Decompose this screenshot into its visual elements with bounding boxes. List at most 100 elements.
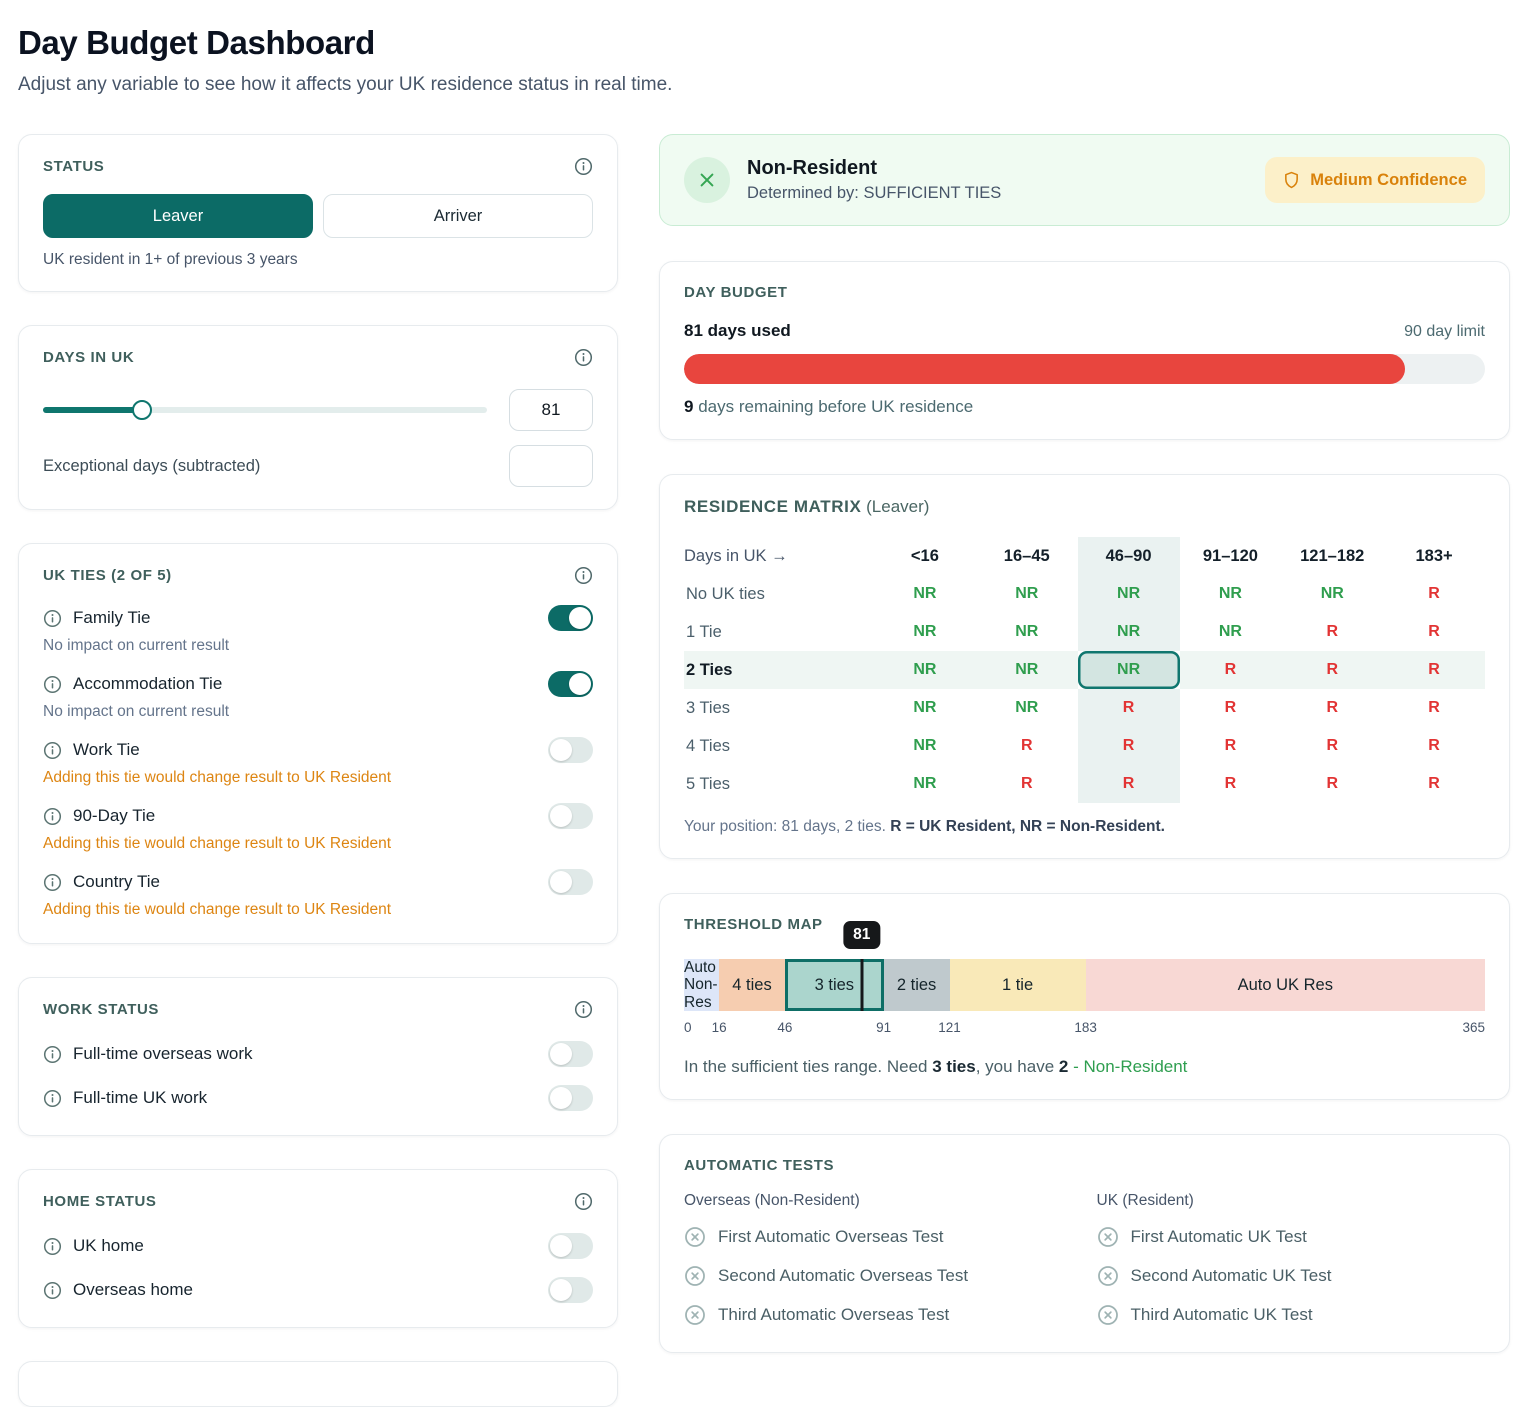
toggle-knob — [550, 739, 572, 761]
uk-work-toggle[interactable] — [548, 1085, 593, 1111]
work-status-label: Full-time UK work — [73, 1088, 208, 1107]
info-icon[interactable] — [574, 566, 593, 585]
exceptional-days-label: Exceptional days (subtracted) — [43, 456, 261, 475]
work-tie-toggle[interactable] — [548, 737, 593, 763]
axis-tick: 183 — [1074, 1020, 1097, 1035]
matrix-col-header: 121–182 — [1300, 546, 1365, 565]
toggle-knob — [550, 1235, 572, 1257]
threshold-segment: 4 ties — [719, 959, 785, 1011]
days-slider-thumb[interactable] — [131, 400, 152, 420]
x-circle-icon — [684, 1304, 706, 1326]
axis-tick: 91 — [876, 1020, 892, 1035]
days-slider-track — [43, 407, 487, 413]
residence-matrix-card: RESIDENCE MATRIX (Leaver) Days in UK → <… — [659, 474, 1510, 859]
matrix-cell: R — [1224, 661, 1237, 678]
ninety-day-tie-toggle[interactable] — [548, 803, 593, 829]
info-icon[interactable] — [43, 1281, 62, 1300]
automatic-tests-card: AUTOMATIC TESTS Overseas (Non-Resident) … — [659, 1134, 1510, 1353]
day-budget-card: DAY BUDGET 81 days used 90 day limit 9 d… — [659, 261, 1510, 440]
tie-item: Work Tie Adding this tie would change re… — [43, 737, 593, 787]
toggle-knob — [550, 805, 572, 827]
info-icon[interactable] — [43, 675, 62, 694]
threshold-tooltip: 81 — [843, 921, 881, 949]
info-icon[interactable] — [43, 807, 62, 826]
page-title: Day Budget Dashboard — [18, 24, 375, 61]
info-icon[interactable] — [43, 1045, 62, 1064]
tie-warning: Adding this tie would change result to U… — [43, 901, 392, 918]
threshold-axis: 0 16 46 91 121 183 365 — [684, 1020, 1485, 1040]
matrix-col-header: 16–45 — [1003, 546, 1050, 565]
threshold-caption: In the sufficient ties range. Need 3 tie… — [684, 1057, 1188, 1076]
tie-label: Accommodation Tie — [73, 674, 223, 693]
matrix-cell: R — [1122, 775, 1135, 792]
threshold-segment: 3 ties — [784, 959, 884, 1011]
days-slider[interactable] — [43, 400, 487, 420]
days-input[interactable] — [509, 389, 593, 431]
ties-card-title: UK TIES (2 OF 5) — [43, 567, 172, 584]
tie-item: Family Tie No impact on current result — [43, 605, 593, 655]
country-tie-toggle[interactable] — [548, 869, 593, 895]
threshold-segment: 2 ties — [883, 959, 950, 1011]
matrix-footnote: Your position: 81 days, 2 ties. R = UK R… — [684, 818, 1165, 835]
matrix-cell: NR — [913, 623, 937, 640]
test-item: First Automatic UK Test — [1097, 1226, 1486, 1248]
family-tie-toggle[interactable] — [548, 605, 593, 631]
matrix-cell: R — [1428, 623, 1440, 640]
threshold-title: THRESHOLD MAP — [684, 916, 823, 933]
threshold-segment: Auto UK Res — [1085, 959, 1485, 1011]
info-icon[interactable] — [43, 1237, 62, 1256]
x-circle-icon — [684, 1226, 706, 1248]
test-item: Second Automatic Overseas Test — [684, 1265, 1073, 1287]
matrix-cell: NR — [1015, 623, 1039, 640]
matrix-cell: R — [1224, 737, 1237, 754]
arriver-button[interactable]: Arriver — [323, 194, 593, 238]
matrix-cell: NR — [913, 585, 937, 602]
info-icon[interactable] — [43, 1089, 62, 1108]
matrix-col-header: 91–120 — [1202, 546, 1258, 565]
matrix-cell: R — [1326, 775, 1339, 792]
tie-item: Accommodation Tie No impact on current r… — [43, 671, 593, 721]
toggle-knob — [550, 871, 572, 893]
matrix-col-header: 46–90 — [1077, 537, 1180, 575]
info-icon[interactable] — [574, 1192, 593, 1211]
matrix-row-label: 4 Ties — [686, 736, 731, 755]
status-card-title: STATUS — [43, 158, 105, 175]
axis-tick: 0 — [684, 1020, 692, 1035]
info-icon[interactable] — [43, 609, 62, 628]
info-icon[interactable] — [574, 348, 593, 367]
info-icon[interactable] — [43, 873, 62, 892]
x-circle-icon — [1097, 1304, 1119, 1326]
leaver-button[interactable]: Leaver — [43, 194, 313, 238]
matrix-cell: NR — [1117, 585, 1141, 602]
info-icon[interactable] — [574, 157, 593, 176]
days-remaining-text: 9 days remaining before UK residence — [684, 397, 974, 416]
accommodation-tie-toggle[interactable] — [548, 671, 593, 697]
toggle-knob — [550, 1043, 572, 1065]
status-card: STATUS Leaver Arriver UK resident in 1+ … — [18, 134, 618, 292]
tie-warning: Adding this tie would change result to U… — [43, 835, 392, 852]
result-banner: Non-Resident Determined by: SUFFICIENT T… — [659, 134, 1510, 226]
uk-home-toggle[interactable] — [548, 1233, 593, 1259]
matrix-row-label: 3 Ties — [686, 698, 731, 717]
automatic-tests-title: AUTOMATIC TESTS — [684, 1157, 835, 1174]
status-note: UK resident in 1+ of previous 3 years — [43, 251, 298, 268]
overseas-home-toggle[interactable] — [548, 1277, 593, 1303]
work-status-row: Full-time overseas work — [43, 1041, 593, 1067]
exceptional-days-input[interactable] — [509, 445, 593, 487]
residence-matrix-table: Days in UK → <16 16–45 46–90 91–120 121–… — [684, 537, 1485, 803]
overseas-tests-group: Overseas (Non-Resident) First Automatic … — [684, 1192, 1073, 1330]
info-icon[interactable] — [43, 741, 62, 760]
confidence-badge: Medium Confidence — [1265, 157, 1485, 203]
matrix-cell: NR — [1320, 585, 1344, 602]
threshold-marker[interactable] — [860, 959, 864, 1011]
matrix-cell: R — [1428, 585, 1440, 602]
toggle-knob — [550, 1087, 572, 1109]
info-icon[interactable] — [574, 1000, 593, 1019]
test-item: Second Automatic UK Test — [1097, 1265, 1486, 1287]
overseas-work-toggle[interactable] — [548, 1041, 593, 1067]
matrix-cell: R — [1224, 699, 1237, 716]
shield-icon — [1285, 171, 1299, 189]
matrix-row-label: 5 Ties — [686, 774, 731, 793]
x-circle-icon — [684, 157, 730, 203]
home-status-row: Overseas home — [43, 1277, 593, 1303]
